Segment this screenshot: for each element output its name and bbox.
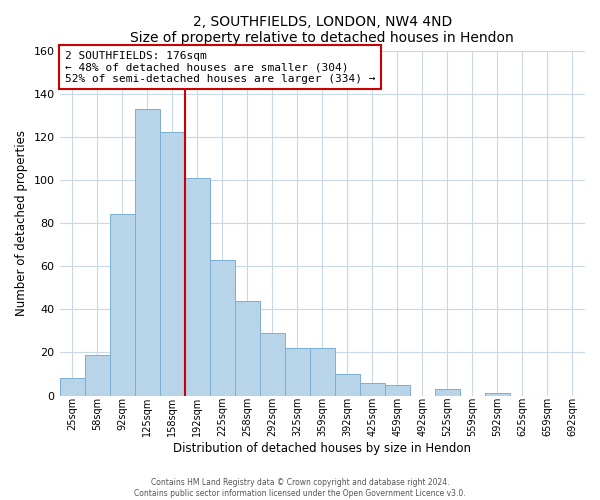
Bar [185,178,209,396]
Bar [335,374,360,396]
Bar [310,348,335,396]
Bar [134,109,160,396]
Bar [435,389,460,396]
X-axis label: Distribution of detached houses by size in Hendon: Distribution of detached houses by size … [173,442,471,455]
Title: 2, SOUTHFIELDS, LONDON, NW4 4ND
Size of property relative to detached houses in : 2, SOUTHFIELDS, LONDON, NW4 4ND Size of … [130,15,514,45]
Bar [260,333,285,396]
Bar [110,214,134,396]
Bar [209,260,235,396]
Bar [160,132,185,396]
Y-axis label: Number of detached properties: Number of detached properties [15,130,28,316]
Text: Contains HM Land Registry data © Crown copyright and database right 2024.
Contai: Contains HM Land Registry data © Crown c… [134,478,466,498]
Bar [59,378,85,396]
Bar [235,300,260,396]
Text: 2 SOUTHFIELDS: 176sqm
← 48% of detached houses are smaller (304)
52% of semi-det: 2 SOUTHFIELDS: 176sqm ← 48% of detached … [65,50,375,84]
Bar [485,394,510,396]
Bar [385,385,410,396]
Bar [85,354,110,396]
Bar [285,348,310,396]
Bar [360,382,385,396]
